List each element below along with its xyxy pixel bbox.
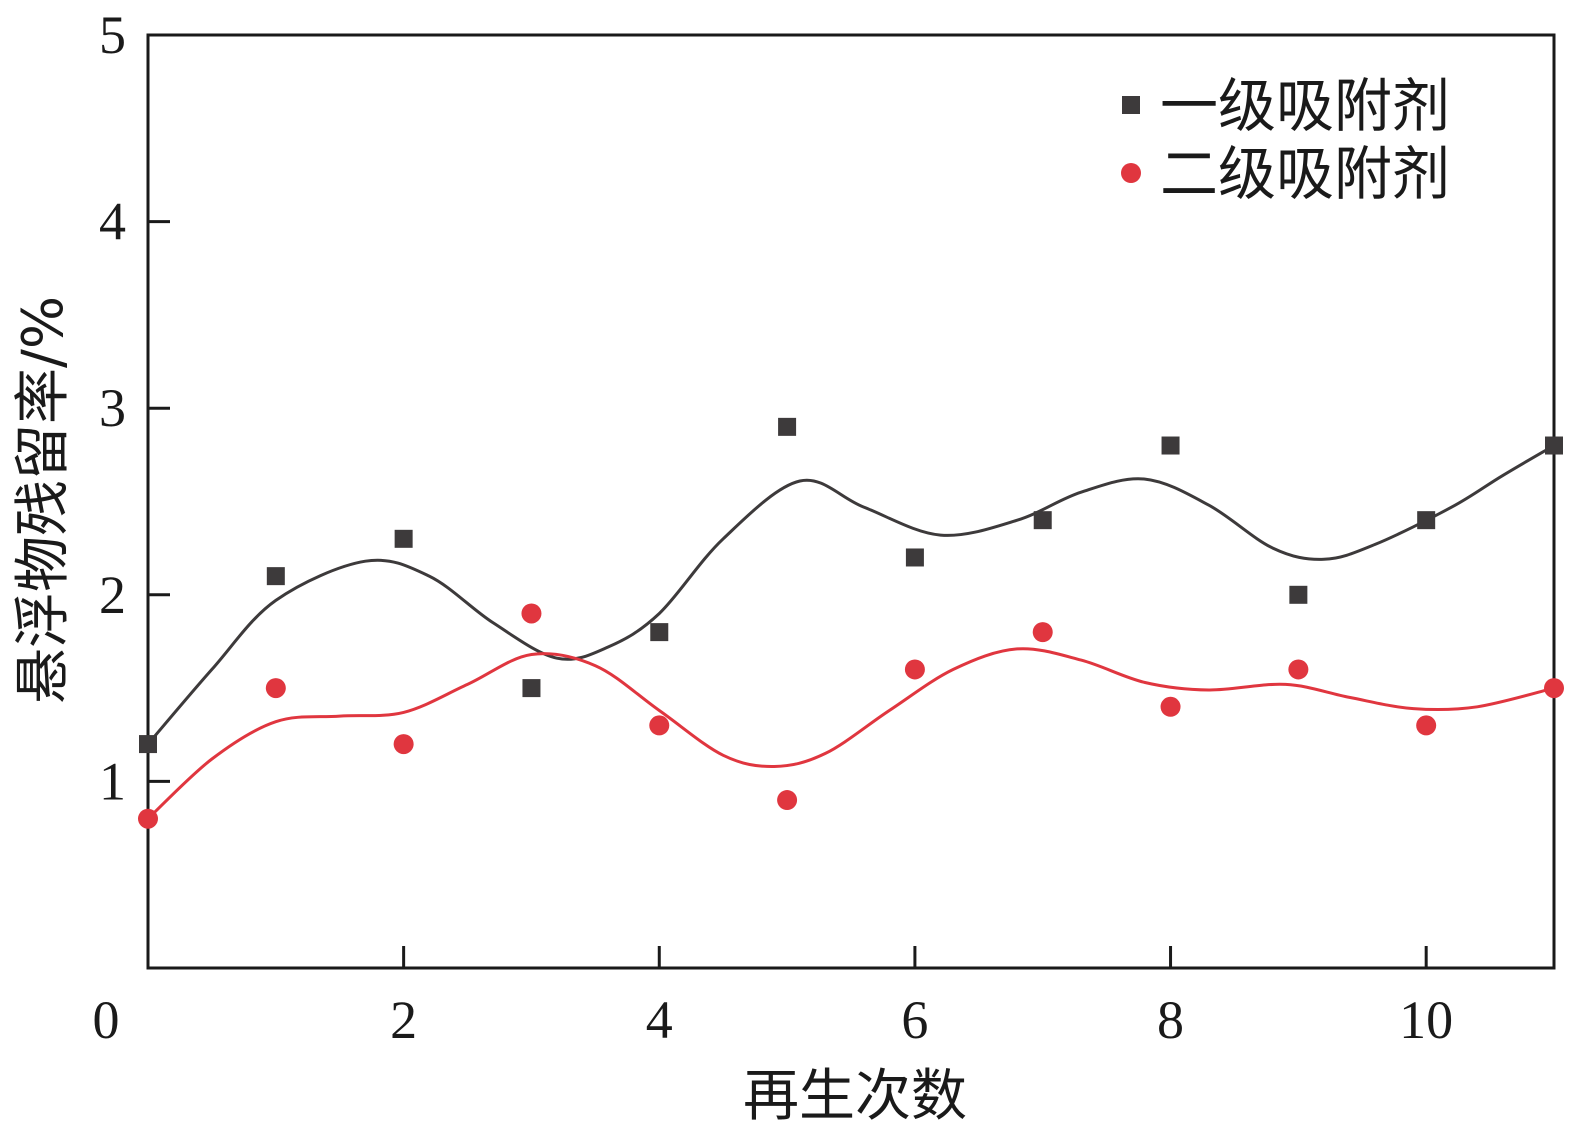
x-tick-label: 4 — [646, 990, 673, 1050]
point-series-2 — [138, 808, 158, 829]
y-tick-label: 3 — [99, 378, 126, 438]
fit-curves — [146, 444, 1555, 820]
x-tick-label: 6 — [901, 990, 928, 1050]
y-axis-ticks: 1 2 3 4 5 — [99, 5, 170, 811]
point-series-1 — [522, 679, 541, 698]
legend-label-series-2: 二级吸附剂 — [1160, 140, 1450, 208]
point-series-2 — [1160, 696, 1181, 717]
x-tick-label: 2 — [390, 990, 417, 1050]
point-series-1 — [1289, 585, 1308, 604]
point-series-2 — [265, 678, 286, 699]
y-tick-label: 4 — [99, 192, 126, 252]
point-series-2 — [521, 603, 542, 624]
point-series-2 — [393, 734, 414, 755]
point-series-1 — [650, 623, 669, 642]
point-series-1 — [139, 735, 157, 754]
point-series-2 — [649, 715, 670, 736]
legend-marker-series-1 — [1122, 96, 1140, 114]
x-axis-ticks: 0 2 4 6 8 10 — [93, 946, 1453, 1050]
point-series-2 — [1032, 622, 1053, 643]
plot-frame — [146, 33, 1556, 970]
data-points — [138, 417, 1564, 829]
y-tick-label: 2 — [99, 565, 126, 625]
point-series-1 — [1161, 436, 1180, 455]
point-series-1 — [778, 417, 797, 436]
fit-curve-series-2 — [146, 647, 1555, 820]
point-series-1 — [1033, 511, 1052, 530]
x-tick-label: 0 — [93, 990, 120, 1050]
legend-label-series-1: 一级吸附剂 — [1160, 72, 1450, 140]
y-tick-label: 5 — [99, 5, 126, 65]
point-series-2 — [1416, 715, 1437, 736]
point-series-1 — [905, 548, 924, 567]
point-series-1 — [1417, 511, 1436, 530]
point-series-1 — [266, 567, 285, 586]
legend-marker-series-2 — [1121, 163, 1141, 183]
fit-curve-series-1 — [146, 444, 1555, 746]
point-series-2 — [904, 659, 925, 680]
point-series-2 — [777, 790, 798, 811]
point-series-1 — [1545, 436, 1563, 455]
point-series-2 — [1288, 659, 1309, 680]
point-series-1 — [394, 529, 413, 548]
y-tick-label: 1 — [99, 751, 126, 811]
y-axis-label: 悬浮物残留率/% — [11, 296, 76, 704]
x-axis-label: 再生次数 — [743, 1064, 967, 1129]
x-tick-label: 10 — [1399, 990, 1453, 1050]
point-series-2 — [1544, 678, 1564, 699]
x-tick-label: 8 — [1157, 990, 1184, 1050]
